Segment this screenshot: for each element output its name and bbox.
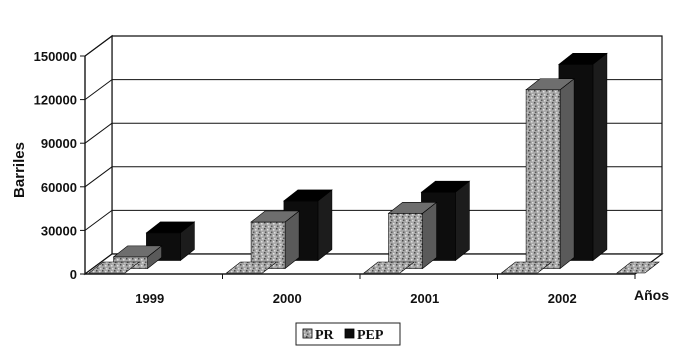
x-tick-label: 1999 xyxy=(135,291,164,306)
bar-top xyxy=(420,180,471,193)
bar-top xyxy=(250,210,300,223)
side-wall xyxy=(84,34,113,276)
y-tick-label: 0 xyxy=(70,267,77,282)
bar-front xyxy=(525,89,561,269)
bar-top xyxy=(525,78,575,91)
legend-label-pr: PR xyxy=(315,328,335,343)
bar-pr-2002 xyxy=(525,78,575,270)
bar-side xyxy=(317,189,333,262)
bar-side xyxy=(559,78,575,270)
gridline-side xyxy=(84,79,113,101)
y-tick-labels: 0 30000 60000 90000 120000 150000 xyxy=(34,49,77,282)
bar-top xyxy=(558,52,608,65)
bar-pr-2001 xyxy=(387,201,438,270)
bars xyxy=(88,52,660,274)
bar-pr-2000 xyxy=(250,210,300,270)
gridline-side xyxy=(84,122,113,144)
y-tick-label: 60000 xyxy=(41,180,77,195)
bar-top xyxy=(283,189,333,202)
y-tick-label: 120000 xyxy=(34,93,77,108)
legend-swatch-pr xyxy=(302,328,313,339)
gridline-side xyxy=(84,209,113,231)
floor-wedge xyxy=(500,261,553,274)
bar-top xyxy=(145,221,196,234)
gridline-side xyxy=(84,35,113,57)
legend: PR PEP xyxy=(295,322,401,346)
x-tick-label: 2001 xyxy=(410,291,439,306)
gridline-side xyxy=(84,166,113,188)
bar-top xyxy=(387,201,438,214)
floor-wedge xyxy=(363,261,415,274)
y-tick-label: 150000 xyxy=(34,49,77,64)
bar-top xyxy=(112,245,163,258)
legend-swatch-pep xyxy=(344,328,355,339)
bar-front xyxy=(388,212,423,269)
x-axis-label: Años xyxy=(634,287,669,303)
y-axis-label: Barriles xyxy=(11,142,28,198)
x-tick-label: 2002 xyxy=(548,291,577,306)
bar-side xyxy=(592,52,608,262)
y-tick-label: 90000 xyxy=(41,136,77,151)
legend-label-pep: PEP xyxy=(357,328,384,343)
bar-side xyxy=(455,180,470,262)
x-tick-labels: 1999 2000 2001 2002 xyxy=(135,291,576,306)
y-tick-label: 30000 xyxy=(41,223,77,238)
bar-front xyxy=(250,221,286,269)
axes xyxy=(80,55,636,279)
bar-side xyxy=(422,201,437,270)
floor-wedge xyxy=(225,261,278,274)
floor-wedge xyxy=(88,261,140,274)
x-tick-label: 2000 xyxy=(273,291,302,306)
floor-wedge xyxy=(616,261,660,274)
